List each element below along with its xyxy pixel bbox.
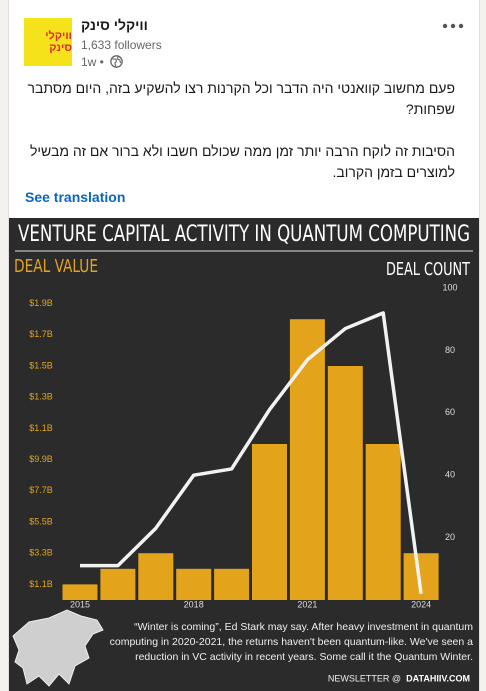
- x-tick-label: 2021: [297, 599, 317, 609]
- y-tick-label: $1.3B: [29, 392, 53, 402]
- y2-tick-label: 100: [442, 282, 457, 292]
- y-tick-label: $7.7B: [29, 485, 53, 495]
- chart-title: VENTURE CAPITAL ACTIVITY IN QUANTUM COMP…: [18, 222, 470, 247]
- bar: [214, 568, 250, 600]
- y2-axis-title: DEAL COUNT: [386, 259, 470, 280]
- footer-label: NEWSLETTER @: [328, 673, 401, 683]
- bar: [176, 568, 212, 600]
- chart: VENTURE CAPITAL ACTIVITY IN QUANTUM COMP…: [9, 218, 479, 691]
- line: [80, 311, 423, 594]
- caption-line: reduction in VC activity in recent years…: [135, 651, 473, 663]
- x-tick-label: 2015: [70, 599, 90, 609]
- bar: [62, 584, 98, 600]
- y-axis-title: DEAL VALUE: [14, 256, 98, 277]
- bar: [289, 319, 325, 600]
- bar: [138, 553, 174, 600]
- wolf-icon: [12, 609, 104, 687]
- y2-tick-label: 60: [445, 407, 455, 417]
- y-tick-label: $1.1B: [29, 423, 53, 433]
- y-tick-label: $3.3B: [29, 548, 53, 558]
- see-translation[interactable]: See translation: [25, 189, 126, 205]
- footer-site: DATAHIIV.COM: [406, 673, 470, 683]
- y-tick-label: $1.7B: [29, 329, 53, 339]
- caption-line: computing in 2020-2021, the returns have…: [110, 636, 474, 648]
- paragraph: הסיבות זה לוקח הרבה יותר זמן ממה שכולם ח…: [29, 143, 455, 180]
- y2-tick-label: 40: [445, 470, 455, 480]
- followers: 1,633 followers: [81, 38, 162, 52]
- y-tick-label: $1.1B: [29, 579, 53, 589]
- y-tick-label: $5.5B: [29, 516, 53, 526]
- bar: [252, 444, 287, 600]
- bar: [327, 366, 363, 600]
- globe-icon: [110, 55, 123, 68]
- post-time: 1w •: [81, 55, 104, 69]
- y-tick-label: $1.9B: [29, 298, 53, 308]
- more-button[interactable]: [441, 19, 465, 33]
- bar: [100, 568, 136, 600]
- caption-line: “Winter is coming”, Ed Stark may say. Af…: [134, 621, 473, 633]
- post-body: פעם מחשוב קוואנטי היה הדבר וכל הקרנות רצ…: [23, 78, 455, 204]
- y2-tick-label: 20: [445, 532, 455, 542]
- x-tick-label: 2018: [184, 599, 204, 609]
- author-name[interactable]: וויקלי סינק: [81, 17, 148, 33]
- y2-tick-label: 80: [445, 345, 455, 355]
- company-logo[interactable]: וויקלי סינק: [24, 18, 72, 66]
- bar: [365, 444, 401, 600]
- y-tick-label: $9.9B: [29, 454, 53, 464]
- x-tick-label: 2024: [411, 599, 431, 609]
- y-tick-label: $1.5B: [29, 360, 53, 370]
- paragraph: פעם מחשוב קוואנטי היה הדבר וכל הקרנות רצ…: [27, 80, 455, 117]
